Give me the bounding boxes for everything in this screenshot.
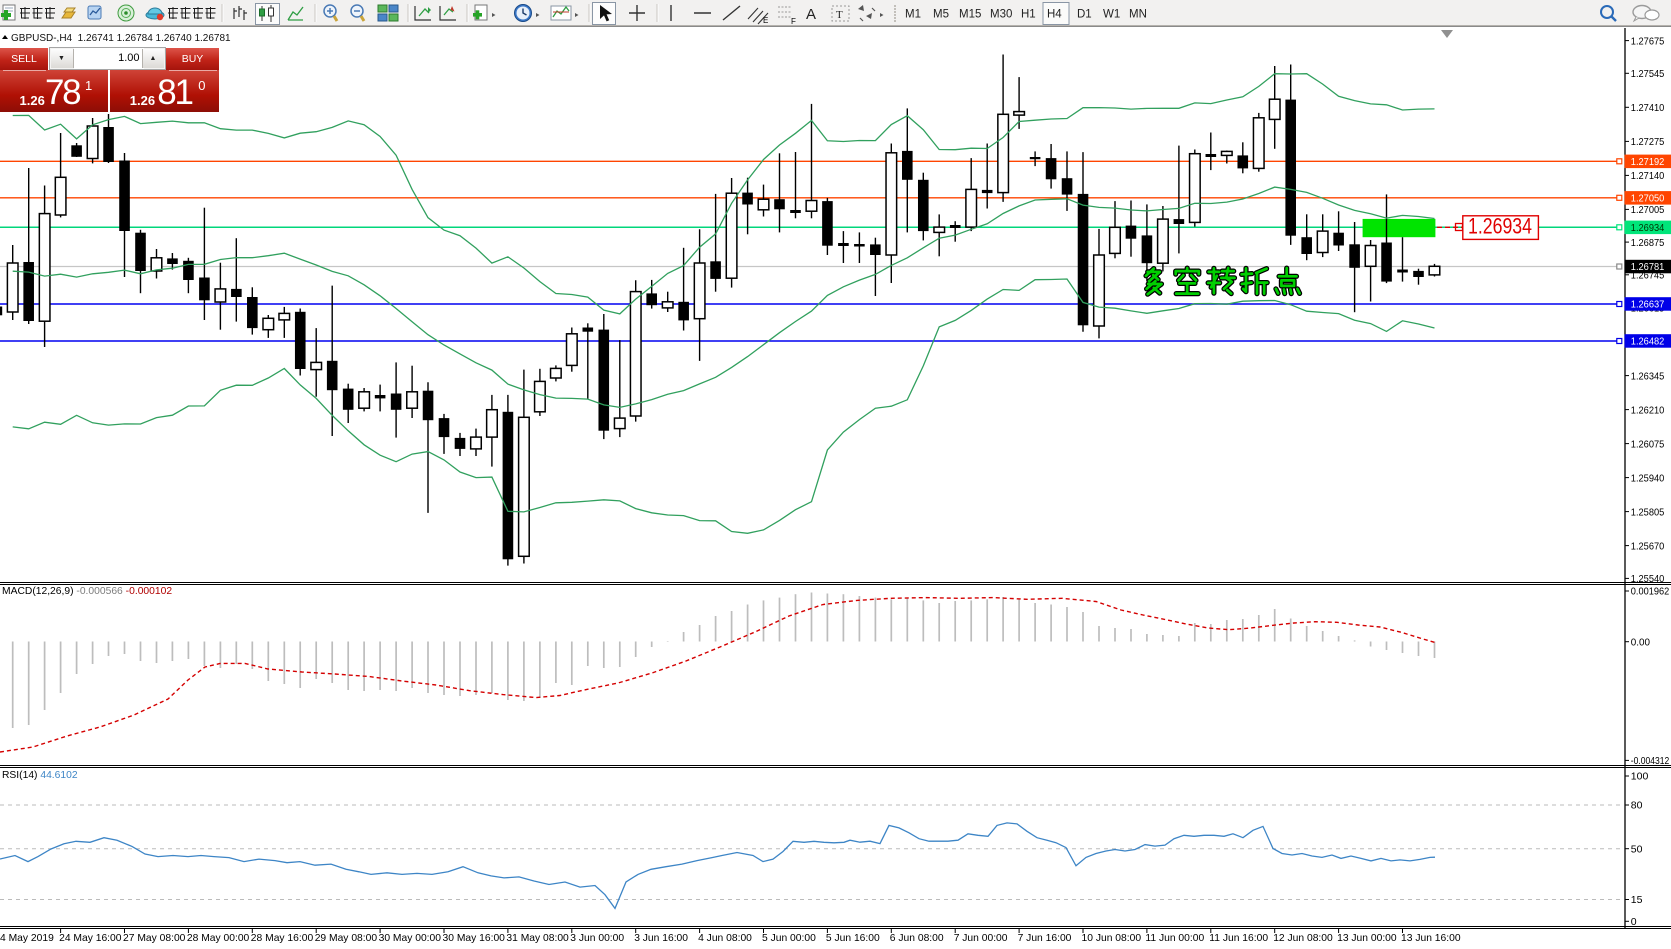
svg-text:1.27050: 1.27050 — [1631, 193, 1665, 205]
svg-text:27 May 08:00: 27 May 08:00 — [123, 933, 186, 944]
svg-text:4 Jun 08:00: 4 Jun 08:00 — [698, 933, 752, 944]
svg-text:M15: M15 — [959, 9, 981, 21]
svg-text:1.27005: 1.27005 — [1631, 204, 1665, 216]
svg-text:RSI(14) 44.6102: RSI(14) 44.6102 — [2, 770, 78, 781]
svg-text:1.26482: 1.26482 — [1631, 336, 1665, 348]
svg-text:1.27675: 1.27675 — [1631, 35, 1665, 47]
svg-text:15: 15 — [1631, 894, 1643, 906]
svg-text:31 May 08:00: 31 May 08:00 — [506, 933, 569, 944]
svg-text:T: T — [836, 9, 843, 21]
svg-text:4 May 2019: 4 May 2019 — [0, 933, 54, 944]
svg-text:50: 50 — [1631, 843, 1643, 855]
svg-text:1.26934: 1.26934 — [1468, 214, 1532, 239]
svg-text:3 Jun 00:00: 3 Jun 00:00 — [570, 933, 624, 944]
svg-text:0.00: 0.00 — [1631, 636, 1650, 648]
svg-text:H4: H4 — [1047, 9, 1062, 21]
svg-text:5 Jun 16:00: 5 Jun 16:00 — [826, 933, 880, 944]
svg-text:28 May 16:00: 28 May 16:00 — [251, 933, 314, 944]
svg-text:80: 80 — [1631, 800, 1643, 812]
svg-text:0.001962: 0.001962 — [1631, 586, 1670, 598]
svg-text:A: A — [806, 6, 816, 23]
svg-text:5 Jun 00:00: 5 Jun 00:00 — [762, 933, 816, 944]
svg-text:1.26075: 1.26075 — [1631, 438, 1665, 450]
svg-text:0: 0 — [1631, 916, 1637, 928]
svg-text:E: E — [763, 16, 768, 25]
svg-text:1.26637: 1.26637 — [1631, 299, 1665, 311]
svg-text:11 Jun 00:00: 11 Jun 00:00 — [1145, 933, 1204, 944]
svg-text:MN: MN — [1129, 9, 1147, 21]
svg-text:1.26345: 1.26345 — [1631, 370, 1665, 382]
svg-text:1.25940: 1.25940 — [1631, 472, 1665, 484]
svg-text:1.27140: 1.27140 — [1631, 170, 1665, 182]
svg-text:1.27192: 1.27192 — [1631, 156, 1665, 168]
svg-text:7 Jun 16:00: 7 Jun 16:00 — [1018, 933, 1072, 944]
svg-text:M5: M5 — [933, 9, 949, 21]
svg-text:1.27275: 1.27275 — [1631, 136, 1665, 148]
svg-text:13 Jun 00:00: 13 Jun 00:00 — [1337, 933, 1397, 944]
svg-text:3 Jun 16:00: 3 Jun 16:00 — [634, 933, 688, 944]
svg-text:1.27545: 1.27545 — [1631, 68, 1665, 80]
svg-text:29 May 08:00: 29 May 08:00 — [315, 933, 378, 944]
svg-text:10 Jun 08:00: 10 Jun 08:00 — [1082, 933, 1142, 944]
svg-text:12 Jun 08:00: 12 Jun 08:00 — [1273, 933, 1333, 944]
svg-text:1.25670: 1.25670 — [1631, 540, 1665, 552]
svg-text:D1: D1 — [1077, 9, 1092, 21]
svg-text:7 Jun 00:00: 7 Jun 00:00 — [954, 933, 1008, 944]
svg-text:1.27410: 1.27410 — [1631, 102, 1665, 114]
svg-text:1.26781: 1.26781 — [1631, 261, 1665, 273]
svg-text:24 May 16:00: 24 May 16:00 — [59, 933, 122, 944]
svg-text:MACD(12,26,9) -0.000566 -0.000: MACD(12,26,9) -0.000566 -0.000102 — [2, 586, 172, 597]
svg-text:1.26934: 1.26934 — [1631, 222, 1665, 234]
svg-text:28 May 00:00: 28 May 00:00 — [187, 933, 250, 944]
svg-text:30 May 16:00: 30 May 16:00 — [443, 933, 506, 944]
svg-text:30 May 00:00: 30 May 00:00 — [379, 933, 442, 944]
svg-text:M30: M30 — [990, 9, 1012, 21]
svg-text:100: 100 — [1631, 771, 1649, 783]
svg-text:H1: H1 — [1021, 9, 1036, 21]
svg-text:-0.004312: -0.004312 — [1631, 755, 1670, 767]
svg-text:13 Jun 16:00: 13 Jun 16:00 — [1401, 933, 1461, 944]
svg-text:6 Jun 08:00: 6 Jun 08:00 — [890, 933, 944, 944]
svg-text:F: F — [791, 17, 796, 26]
svg-text:W1: W1 — [1103, 9, 1120, 21]
svg-text:1.26210: 1.26210 — [1631, 404, 1665, 416]
svg-text:1.25805: 1.25805 — [1631, 506, 1665, 518]
svg-text:11 Jun 16:00: 11 Jun 16:00 — [1209, 933, 1268, 944]
svg-text:1.25540: 1.25540 — [1631, 573, 1665, 585]
svg-text:1.26875: 1.26875 — [1631, 237, 1665, 249]
svg-text:M1: M1 — [905, 9, 921, 21]
